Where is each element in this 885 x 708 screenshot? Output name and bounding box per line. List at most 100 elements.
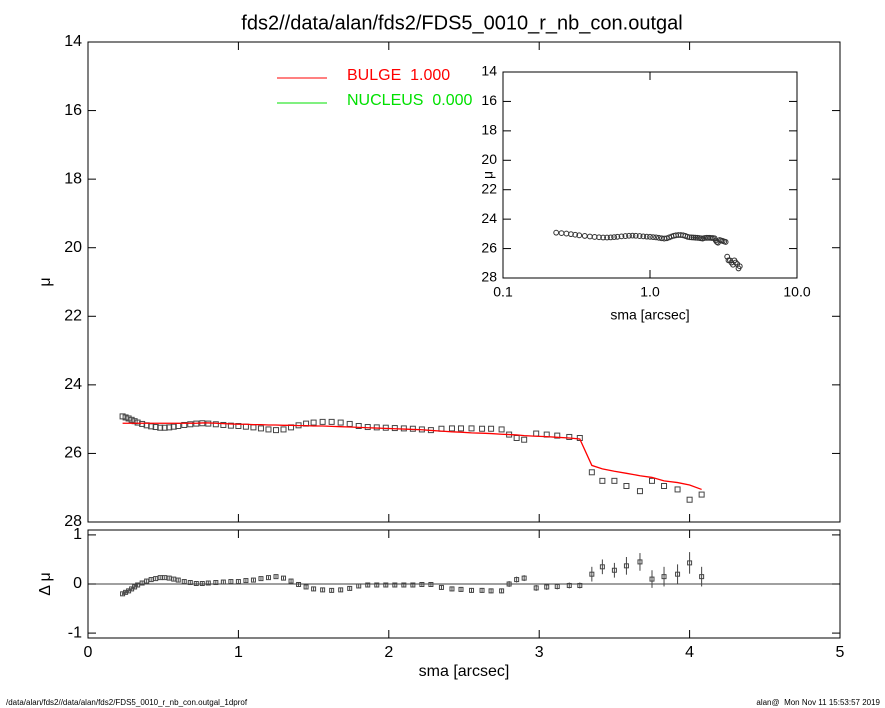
data-point <box>674 486 681 493</box>
y-tick-label: 18 <box>64 170 82 187</box>
y-tick-label: 26 <box>64 445 82 462</box>
data-point <box>119 413 126 420</box>
data-point <box>310 419 317 426</box>
data-point <box>649 477 655 484</box>
data-point <box>599 477 606 484</box>
data-point <box>554 432 561 439</box>
data-point <box>457 425 464 432</box>
residual-point <box>699 574 705 580</box>
y-axis-label: μ <box>37 277 54 286</box>
residual-point <box>153 576 159 582</box>
data-point <box>128 416 135 423</box>
inset-background <box>503 72 797 278</box>
data-point <box>187 421 194 428</box>
data-point <box>623 483 630 489</box>
residual-point <box>205 580 211 586</box>
x-tick-label: 0.1 <box>493 284 513 300</box>
data-point <box>611 477 618 484</box>
residual-point <box>392 582 398 588</box>
residual-point <box>383 582 389 588</box>
residual-point <box>589 571 595 577</box>
y-tick-label: 26 <box>481 239 497 255</box>
data-point <box>235 423 242 429</box>
x-tick-label: 10.0 <box>783 284 810 300</box>
residual-point <box>250 577 256 583</box>
inset-point <box>626 232 632 239</box>
y-tick-label: 1 <box>73 526 82 543</box>
inset-point <box>724 253 731 260</box>
plot-frame <box>87 41 841 523</box>
residual-point <box>499 588 505 594</box>
residual-point <box>347 585 353 591</box>
data-point <box>227 422 234 429</box>
inset-point <box>604 234 610 241</box>
residual-point <box>675 571 681 577</box>
residual-point <box>365 582 371 588</box>
residual-point <box>329 587 335 593</box>
residual-point <box>296 581 302 587</box>
residual-point <box>577 582 583 588</box>
residual-point <box>220 579 226 585</box>
inset-point <box>622 233 629 239</box>
residual-point <box>649 576 655 582</box>
inset-point <box>596 234 602 241</box>
y-tick-label: 24 <box>64 376 82 393</box>
residual-point <box>599 564 605 570</box>
inset-point <box>688 234 695 241</box>
y-tick-label: 20 <box>64 239 82 256</box>
residual-point <box>428 581 434 587</box>
data-point <box>122 414 129 421</box>
residual-point <box>401 582 407 588</box>
residual-point <box>469 587 475 593</box>
inset-point <box>636 233 643 239</box>
legend-label: NUCLEUS 0.000 <box>347 92 472 109</box>
residual-point <box>265 575 271 581</box>
residual-point <box>687 560 693 566</box>
y-tick-label: 22 <box>481 180 497 196</box>
residual-point <box>148 577 154 583</box>
residual-point <box>458 586 464 592</box>
data-point <box>257 425 264 432</box>
legend-label: BULGE 1.000 <box>347 67 450 84</box>
residual-point <box>181 579 187 585</box>
residual-point <box>356 583 362 589</box>
inset-point <box>732 259 739 266</box>
x-tick-label: 1 <box>234 644 243 661</box>
model-line <box>122 422 702 491</box>
inset-point <box>614 233 621 240</box>
data-point <box>346 420 353 427</box>
data-point <box>220 421 227 428</box>
residual-point <box>243 578 249 584</box>
y-tick-label: -1 <box>68 624 82 641</box>
inset-point <box>690 234 697 241</box>
residual-point <box>303 584 309 590</box>
y-tick-label: 20 <box>481 151 497 167</box>
residual-point <box>410 582 416 588</box>
data-point <box>273 427 279 434</box>
inset-point <box>572 231 579 238</box>
residual-point <box>514 577 520 583</box>
data-point <box>337 419 344 426</box>
residual-point <box>419 581 425 587</box>
residual-point <box>135 582 141 588</box>
inset-point <box>692 234 699 241</box>
inset-point <box>576 232 583 239</box>
data-point <box>355 423 362 429</box>
residual-point <box>311 586 317 592</box>
x-axis-label: sma [arcsec] <box>610 307 689 323</box>
y-tick-label: 16 <box>64 102 82 119</box>
data-point <box>125 415 132 422</box>
residual-point <box>479 587 485 593</box>
residual-point <box>554 583 560 589</box>
residual-point <box>611 567 617 573</box>
residual-point <box>123 589 129 595</box>
residual-point <box>320 587 326 593</box>
y-tick-label: 0 <box>73 575 82 592</box>
inset-point <box>600 234 607 241</box>
x-tick-label: 5 <box>836 644 845 661</box>
x-axis-label: sma [arcsec] <box>419 663 510 680</box>
residual-point <box>171 576 177 582</box>
residual-point <box>488 588 494 594</box>
residual-point <box>213 580 219 586</box>
inset-point <box>722 239 729 245</box>
